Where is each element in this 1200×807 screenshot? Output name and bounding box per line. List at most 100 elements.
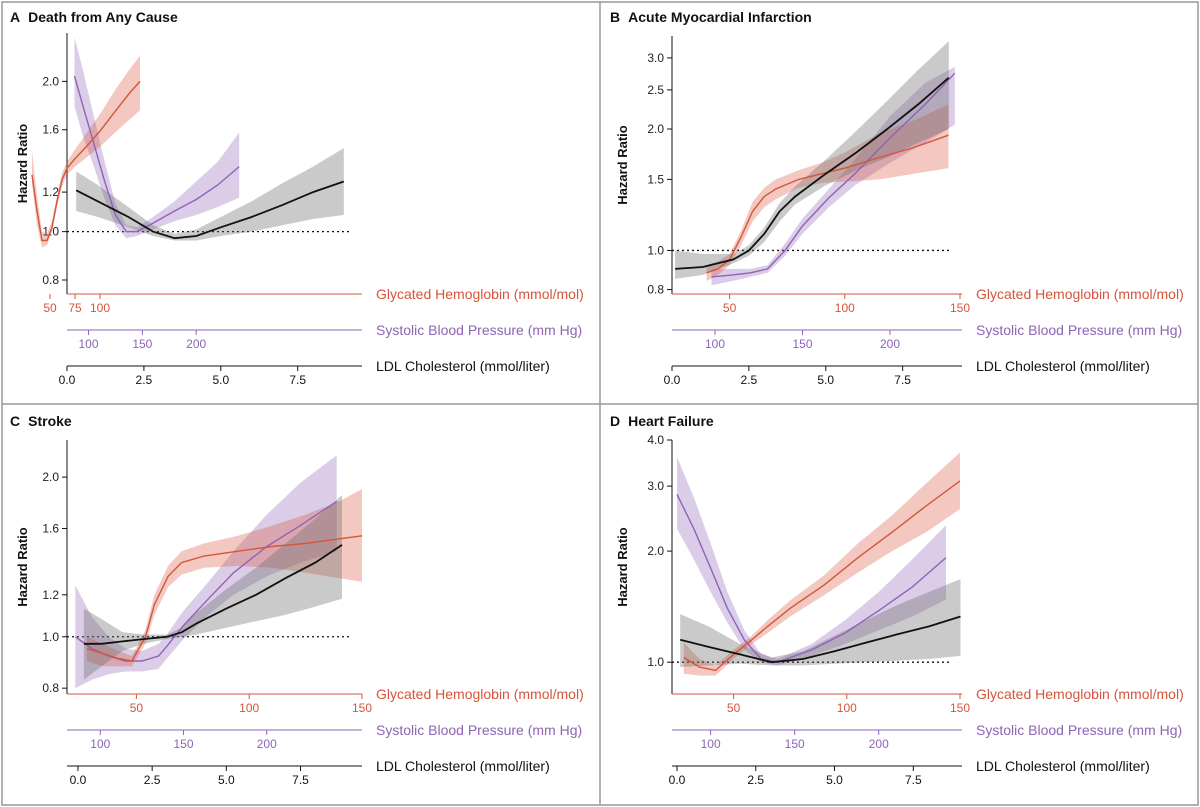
- sbp-axis-label: Systolic Blood Pressure (mm Hg): [976, 322, 1182, 338]
- ldl-tick-label: 0.0: [70, 773, 87, 787]
- y-tick-label: 4.0: [647, 433, 664, 447]
- sbp-tick-label: 100: [701, 737, 721, 751]
- hba1c-tick-label: 75: [68, 301, 82, 315]
- ldl-axis-label: LDL Cholesterol (mmol/liter): [976, 358, 1150, 374]
- sbp-tick-label: 200: [869, 737, 889, 751]
- ldl-curve: [679, 615, 961, 664]
- panel-title: A Death from Any Cause: [10, 9, 178, 25]
- hba1c-axis-label: Glycated Hemoglobin (mmol/mol): [376, 286, 584, 302]
- hba1c-tick-label: 100: [239, 701, 259, 715]
- y-tick-label: 1.0: [42, 630, 59, 644]
- sbp-tick-label: 150: [132, 337, 152, 351]
- sbp-curve: [676, 493, 947, 663]
- sbp-ci-band: [677, 456, 946, 666]
- y-tick-label: 1.0: [647, 243, 664, 257]
- hba1c-axis-label: Glycated Hemoglobin (mmol/mol): [376, 686, 584, 702]
- y-tick-label: 1.6: [42, 123, 59, 137]
- ldl-axis-label: LDL Cholesterol (mmol/liter): [376, 758, 550, 774]
- panel-letter: D: [610, 413, 620, 429]
- ldl-ci-band: [675, 41, 949, 279]
- y-axis-label: Hazard Ratio: [615, 527, 630, 607]
- hba1c-tick-label: 50: [723, 301, 737, 315]
- y-tick-label: 2.5: [647, 83, 664, 97]
- ldl-curve: [83, 544, 343, 645]
- panel-d: D Heart Failure 1.0 2.0 3.0 4.0 Hazard Ratio 50…: [610, 413, 1184, 787]
- hba1c-tick-label: 50: [43, 301, 57, 315]
- panel-title: B Acute Myocardial Infarction: [610, 9, 812, 25]
- sbp-tick-label: 150: [792, 337, 812, 351]
- hba1c-axis-label: Glycated Hemoglobin (mmol/mol): [976, 686, 1184, 702]
- sbp-ci-band: [711, 66, 955, 286]
- ldl-curve: [675, 77, 950, 270]
- sbp-tick-label: 200: [186, 337, 206, 351]
- y-tick-label: 1.2: [42, 588, 59, 602]
- panel-c: C Stroke 0.8 1.0 1.2 1.6 2.0 Hazard Ratio 50 100 1…: [10, 413, 584, 787]
- hba1c-curve: [86, 535, 363, 662]
- y-tick-label: 0.8: [42, 681, 59, 695]
- panel-title-text: Death from Any Cause: [28, 9, 178, 25]
- panel-title: D Heart Failure: [610, 413, 714, 429]
- sbp-tick-label: 200: [880, 337, 900, 351]
- sbp-curve: [711, 72, 956, 278]
- hba1c-curve: [31, 80, 141, 242]
- ldl-tick-label: 7.5: [894, 373, 911, 387]
- sbp-axis-label: Systolic Blood Pressure (mm Hg): [376, 722, 582, 738]
- panel-a: A Death from Any Cause0.81.01.21.62.0Haza…: [10, 9, 584, 387]
- sbp-ci-band: [74, 37, 240, 239]
- ldl-tick-label: 2.5: [144, 773, 161, 787]
- y-tick-label: 2.0: [42, 470, 59, 484]
- hba1c-axis-label: Glycated Hemoglobin (mmol/mol): [976, 286, 1184, 302]
- sbp-tick-label: 200: [257, 737, 277, 751]
- hba1c-tick-label: 100: [837, 701, 857, 715]
- sbp-tick-label: 100: [90, 737, 110, 751]
- y-tick-label: 1.6: [42, 522, 59, 536]
- sbp-curve: [73, 75, 240, 233]
- ldl-tick-label: 0.0: [669, 773, 686, 787]
- y-tick-label: 1.0: [647, 655, 664, 669]
- hba1c-curve: [683, 480, 961, 672]
- ldl-curve: [75, 180, 345, 240]
- hba1c-tick-label: 150: [950, 301, 970, 315]
- sbp-axis-label: Systolic Blood Pressure (mm Hg): [376, 322, 582, 338]
- y-tick-label: 3.0: [647, 479, 664, 493]
- sbp-tick-label: 150: [785, 737, 805, 751]
- y-axis-label: Hazard Ratio: [15, 527, 30, 607]
- y-tick-label: 2.0: [647, 544, 664, 558]
- sbp-tick-label: 150: [174, 737, 194, 751]
- y-tick-label: 0.8: [647, 283, 664, 297]
- hba1c-tick-label: 150: [950, 701, 970, 715]
- y-tick-label: 1.2: [42, 185, 59, 199]
- panel-letter: A: [10, 9, 20, 25]
- y-tick-label: 3.0: [647, 51, 664, 65]
- panel-letter: B: [610, 9, 620, 25]
- hba1c-ci-band: [86, 489, 363, 667]
- panel-title-text: Stroke: [28, 413, 72, 429]
- hba1c-tick-label: 100: [835, 301, 855, 315]
- hba1c-curve: [706, 134, 949, 274]
- y-axis-label: Hazard Ratio: [615, 125, 630, 205]
- sbp-axis-label: Systolic Blood Pressure (mm Hg): [976, 722, 1182, 738]
- ldl-tick-label: 7.5: [292, 773, 309, 787]
- y-tick-label: 2.0: [647, 122, 664, 136]
- ldl-ci-band: [680, 579, 961, 668]
- hba1c-tick-label: 50: [727, 701, 741, 715]
- ldl-axis-label: LDL Cholesterol (mmol/liter): [376, 358, 550, 374]
- hba1c-ci-band: [706, 104, 949, 281]
- y-tick-label: 2.0: [42, 74, 59, 88]
- ldl-tick-label: 5.0: [218, 773, 235, 787]
- ldl-ci-band: [76, 148, 344, 241]
- ldl-axis-label: LDL Cholesterol (mmol/liter): [976, 758, 1150, 774]
- panel-b: B Acute Myocardial Infarction 0.8 1.0 1.5 2.0…: [610, 9, 1184, 387]
- sbp-tick-label: 100: [79, 337, 99, 351]
- ldl-tick-label: 0.0: [664, 373, 681, 387]
- ldl-tick-label: 7.5: [905, 773, 922, 787]
- y-axis-label: Hazard Ratio: [15, 124, 30, 204]
- ldl-tick-label: 2.5: [747, 773, 764, 787]
- panels: A Death from Any Cause 0.8 1.0 1.2 1.6 2.0 Haza…: [10, 9, 1184, 787]
- sbp-tick-label: 100: [705, 337, 725, 351]
- ldl-tick-label: 7.5: [289, 373, 306, 387]
- ldl-tick-label: 0.0: [59, 373, 76, 387]
- y-tick-label: 0.8: [42, 273, 59, 287]
